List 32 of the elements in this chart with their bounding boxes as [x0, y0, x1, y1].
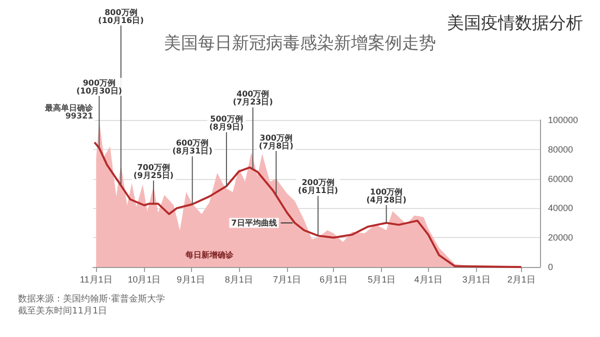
y-tick-label: 20000: [548, 232, 574, 243]
x-tick-label: 4月1日: [414, 274, 442, 284]
annotation: 100万例 (4月28日): [366, 187, 406, 204]
annotation: 400万例 (7月23日): [232, 90, 273, 107]
series-label: 每日新增确诊: [184, 250, 234, 260]
x-tick-label: 5月1日: [368, 274, 396, 284]
annotation: 800万例 (10月16日): [98, 8, 144, 25]
text: 截至美东时间11月1日: [18, 306, 108, 316]
annotation: 900万例 (10月30日): [76, 78, 122, 96]
source-note: 数据来源：美国约翰斯·霍普金斯大学: [18, 294, 165, 304]
x-tick-label: 7月1日: [273, 274, 302, 284]
x-tick-label: 6月1日: [320, 274, 348, 284]
annotation: 200万例 (6月11日): [298, 178, 338, 196]
x-tick-label: 11月1日: [80, 274, 112, 284]
annotation: 600万例 (8月31日): [172, 138, 212, 156]
x-tick-label: 10月1日: [128, 274, 161, 284]
y-tick-label: 40000: [548, 203, 574, 214]
annotation: 300万例 (7月8日): [258, 133, 294, 150]
annotation: 700万例 (9月25日): [134, 163, 174, 180]
y-tick-label: 80000: [548, 144, 574, 154]
chart-title: 美国每日新冠病毒感染新增案例走势: [164, 34, 436, 54]
annotation: 最高单日确诊 99321: [44, 102, 94, 120]
x-tick-label: 3月1日: [462, 274, 490, 284]
x-tick-label: 9月1日: [176, 274, 205, 284]
x-tick-label: 2月1日: [507, 274, 536, 284]
x-tick-label: 8月1日: [224, 274, 253, 284]
series-label: 7日平均曲线: [231, 218, 277, 228]
annotation: 500万例 (8月9日): [209, 114, 244, 132]
chart-subtitle: 美国疫情数据分析: [447, 14, 583, 34]
y-tick-label: 0: [548, 262, 554, 272]
y-tick-label: 60000: [548, 174, 574, 184]
y-tick-label: 100000: [548, 115, 578, 125]
